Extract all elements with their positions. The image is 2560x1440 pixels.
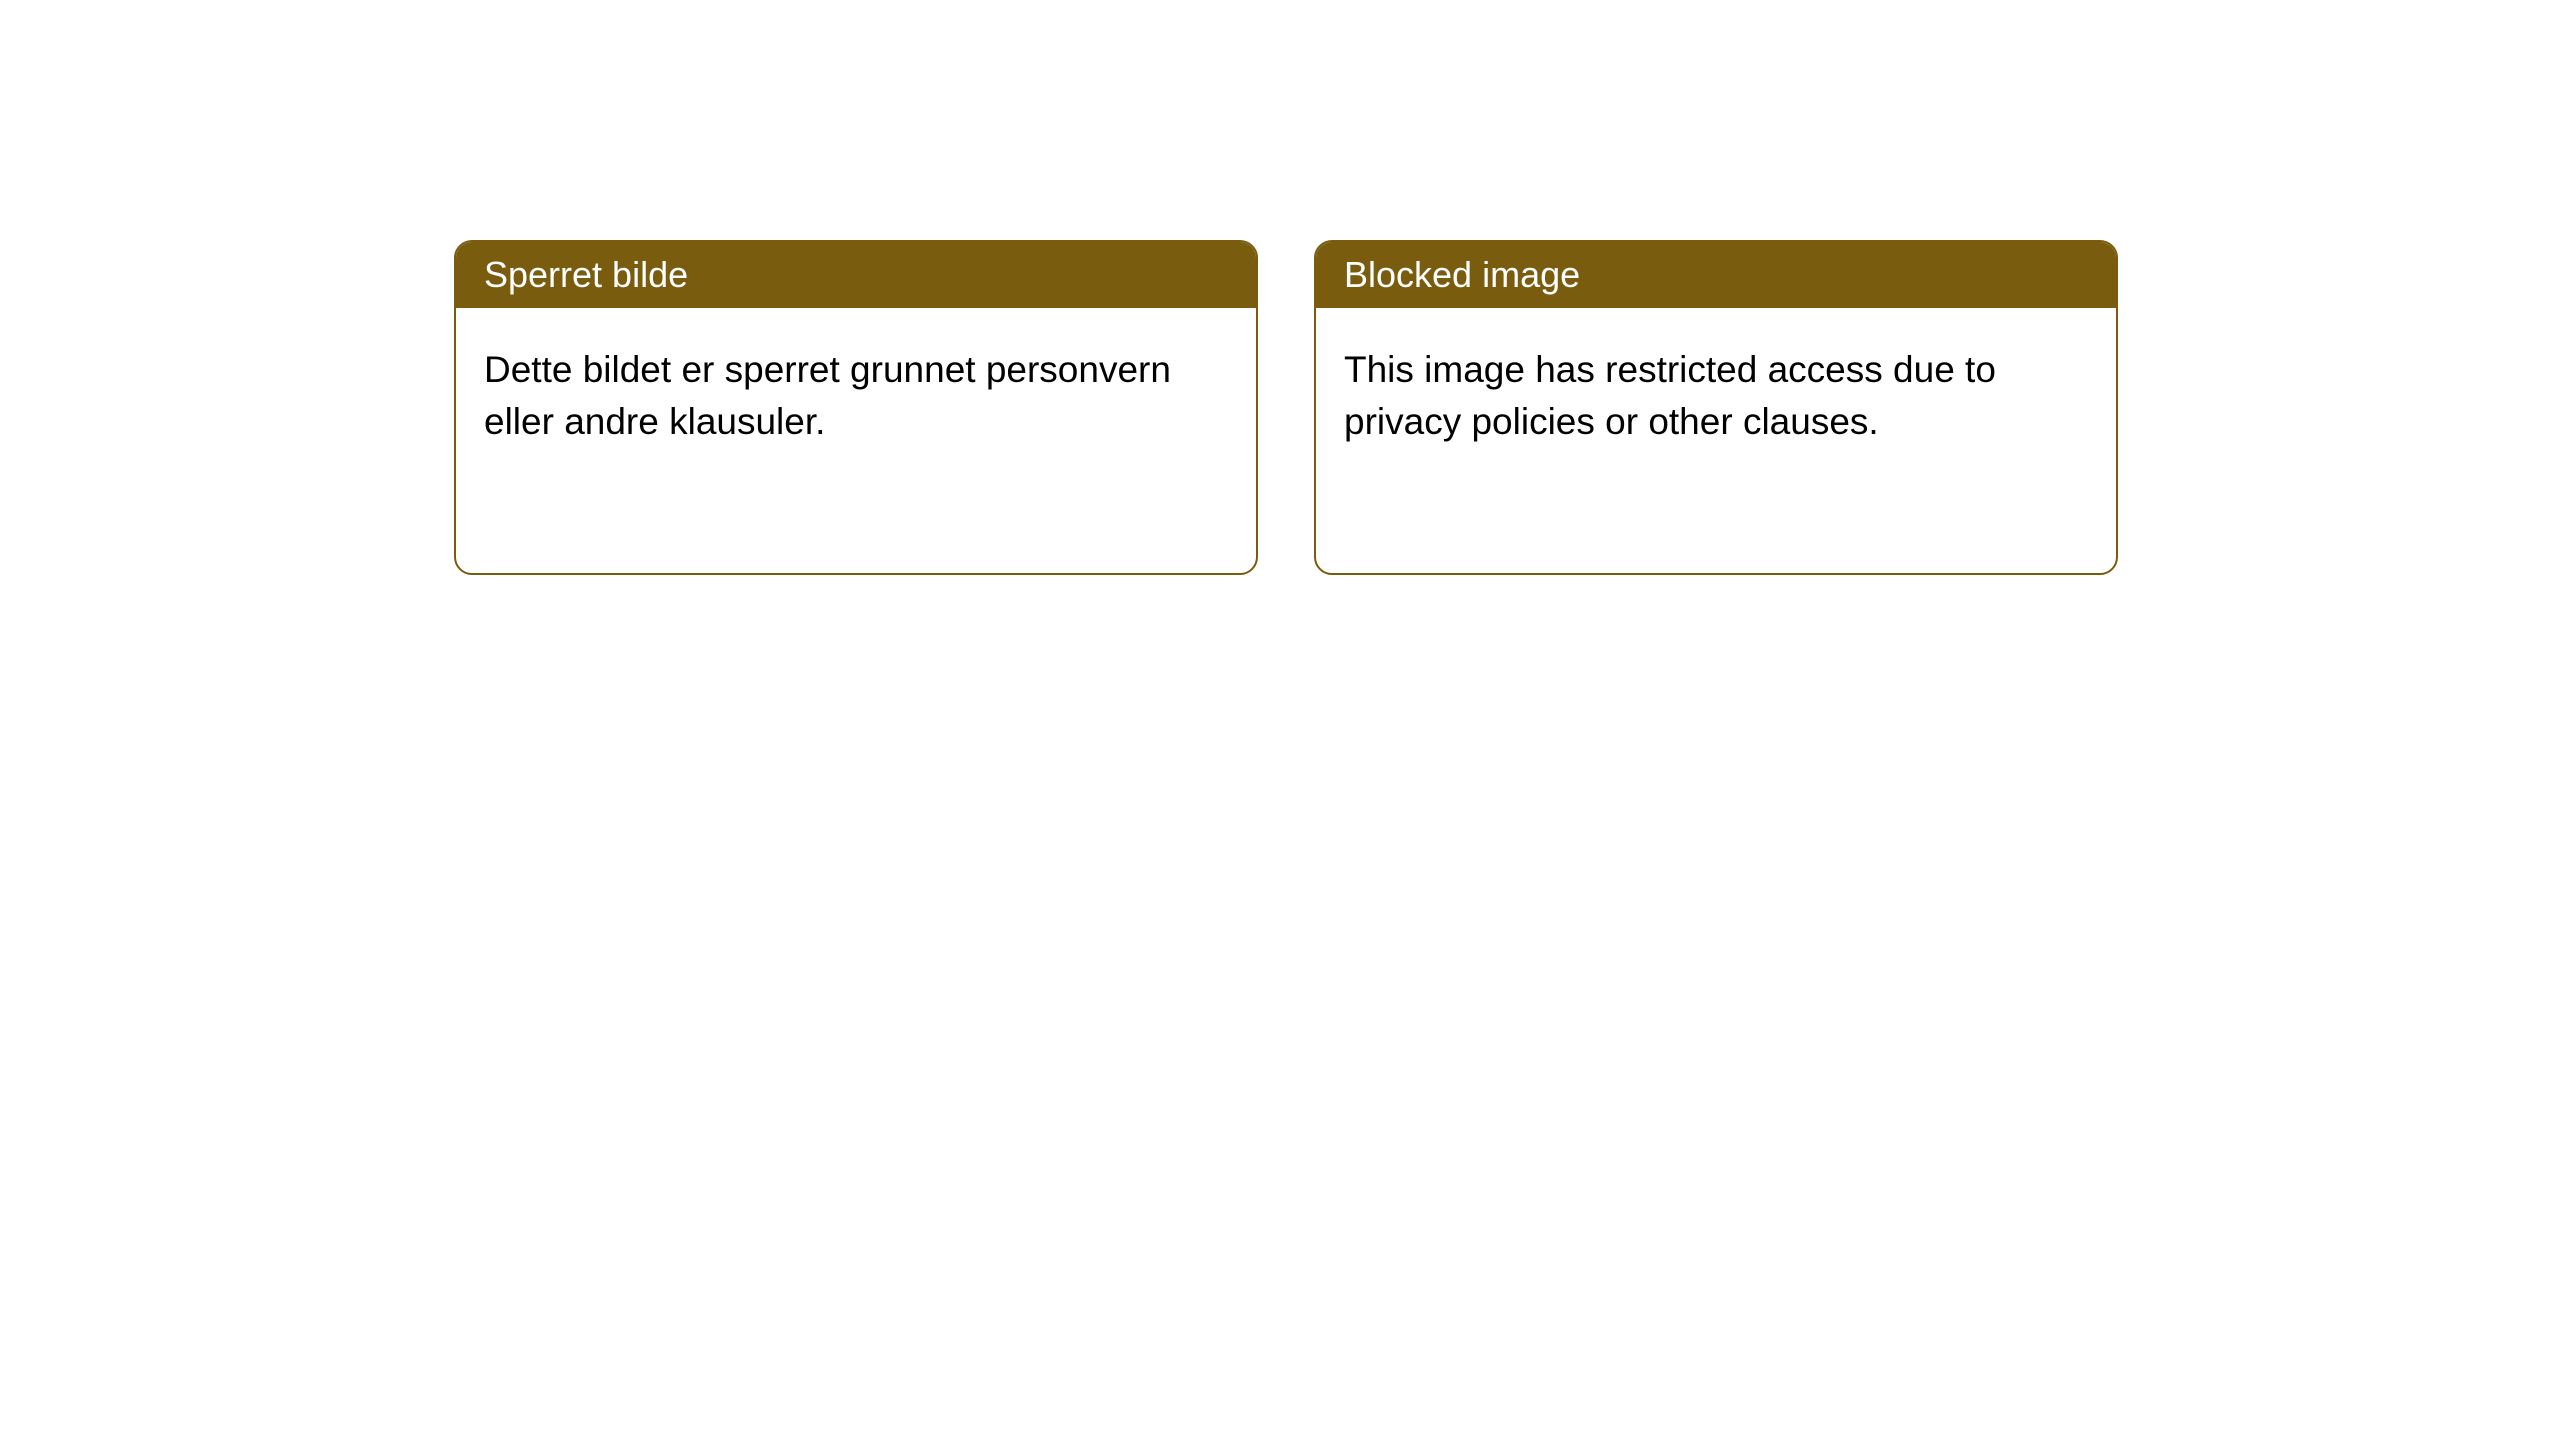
notice-card-norwegian: Sperret bilde Dette bildet er sperret gr…	[454, 240, 1258, 575]
notice-body: This image has restricted access due to …	[1316, 308, 2116, 484]
notice-body: Dette bildet er sperret grunnet personve…	[456, 308, 1256, 484]
notice-title: Sperret bilde	[456, 242, 1256, 308]
notice-container: Sperret bilde Dette bildet er sperret gr…	[0, 0, 2560, 575]
notice-card-english: Blocked image This image has restricted …	[1314, 240, 2118, 575]
notice-title: Blocked image	[1316, 242, 2116, 308]
